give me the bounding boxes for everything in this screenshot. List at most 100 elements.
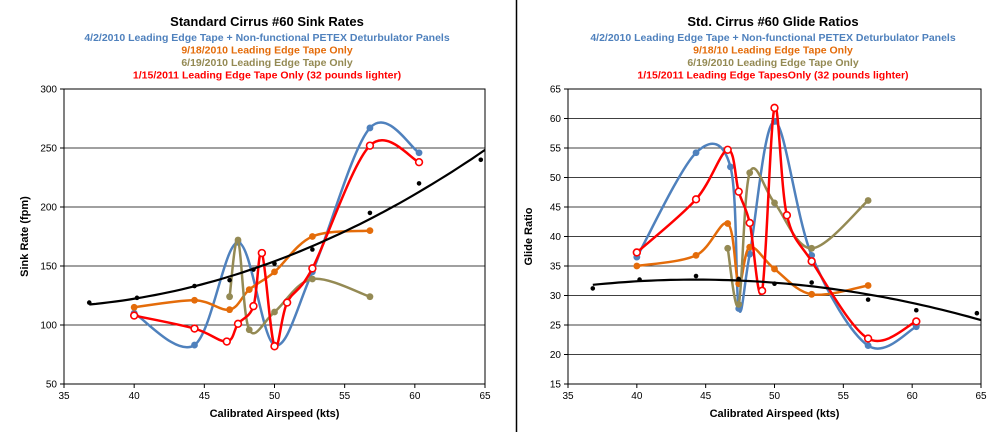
data-point <box>271 308 278 316</box>
data-point <box>735 300 743 308</box>
data-point <box>191 296 198 304</box>
data-point <box>222 337 231 346</box>
x-tick-label: 45 <box>700 391 712 402</box>
x-tick-label: 40 <box>631 391 643 402</box>
data-point <box>86 300 92 305</box>
data-point <box>746 243 754 251</box>
y-axis-label: Sink Rate (fpm) <box>19 196 31 277</box>
data-point <box>416 181 422 186</box>
x-tick-label: 35 <box>58 391 70 402</box>
data-point <box>366 227 374 235</box>
series-4 <box>86 148 486 306</box>
chart-glide-ratios: Std. Cirrus #60 Glide Ratios 4/2/2010 Lea… <box>523 14 987 420</box>
y-tick-label: 25 <box>550 321 562 332</box>
trendline <box>89 148 486 306</box>
data-point <box>633 262 641 270</box>
series-1 <box>130 227 374 314</box>
data-point <box>772 281 777 287</box>
trendline <box>592 278 982 322</box>
data-point <box>192 283 197 289</box>
y-tick-label: 250 <box>40 144 57 155</box>
chart-sink-rates: Standard Cirrus #60 Sink Rates 4/2/2010 L… <box>19 14 491 420</box>
data-point <box>724 220 732 227</box>
data-point <box>191 341 198 349</box>
data-point <box>912 317 921 326</box>
data-point <box>308 233 316 240</box>
data-point <box>478 157 484 163</box>
data-point <box>366 124 374 132</box>
data-point <box>746 169 754 177</box>
data-point <box>723 145 732 154</box>
data-point <box>134 295 140 301</box>
y-axis-label: Glide Ratio <box>523 207 535 265</box>
y-tick-label: 55 <box>550 144 562 155</box>
data-point <box>865 297 871 302</box>
y-tick-label: 35 <box>550 262 562 273</box>
data-point <box>809 280 814 285</box>
chart-subtitle: 9/18/2010 Leading Edge Tape Only <box>181 45 353 57</box>
data-point <box>308 264 317 273</box>
data-point <box>367 210 373 216</box>
chart-subtitle: 6/19/2010 Leading Edge Tape Only <box>181 57 353 69</box>
data-point <box>693 273 699 279</box>
x-axis-label: Calibrated Airspeed (kts) <box>210 408 340 420</box>
x-tick-label: 65 <box>479 391 491 402</box>
x-tick-label: 40 <box>129 391 141 402</box>
x-tick-label: 55 <box>838 391 850 402</box>
data-point <box>864 282 872 289</box>
x-tick-label: 50 <box>269 391 281 402</box>
data-point <box>632 248 642 257</box>
data-point <box>913 307 919 313</box>
data-point <box>734 187 743 196</box>
data-point <box>129 311 139 320</box>
chart-subtitle: 1/15/2011 Leading Edge TapesOnly (32 pou… <box>637 70 908 82</box>
series-4 <box>590 273 982 322</box>
series-2 <box>724 167 872 308</box>
data-point <box>227 277 232 283</box>
data-point <box>365 141 375 150</box>
data-point <box>974 310 980 316</box>
y-tick-label: 20 <box>550 350 562 361</box>
data-point <box>190 324 199 333</box>
data-point <box>746 250 754 258</box>
data-point <box>807 257 816 266</box>
data-point <box>864 197 872 204</box>
x-tick-label: 65 <box>975 391 987 402</box>
data-point <box>233 319 243 329</box>
x-axis-label: Calibrated Airspeed (kts) <box>710 408 840 420</box>
chart-subtitle: 1/15/2011 Leading Edge Tape Only (32 pou… <box>133 70 401 82</box>
data-point <box>414 157 424 167</box>
data-point <box>282 298 292 307</box>
chart-subtitle: 4/2/2010 Leading Edge Tape + Non-functio… <box>84 32 450 44</box>
x-tick-label: 60 <box>409 391 421 402</box>
data-point <box>727 163 734 171</box>
data-point <box>308 275 316 283</box>
chart-subtitle: 9/18/10 Leading Edge Tape Only <box>693 45 853 57</box>
x-tick-label: 55 <box>339 391 351 402</box>
data-point <box>226 306 233 314</box>
data-point <box>745 218 754 228</box>
y-tick-label: 15 <box>550 380 562 391</box>
data-point <box>251 267 256 272</box>
data-point <box>234 236 242 244</box>
data-point <box>757 286 767 295</box>
data-point <box>771 199 778 207</box>
y-tick-label: 200 <box>40 203 57 214</box>
chart-subtitle: 6/19/2010 Leading Edge Tape Only <box>687 57 859 69</box>
data-point <box>271 268 278 276</box>
data-point <box>249 301 258 311</box>
data-point <box>245 326 253 334</box>
data-point <box>692 149 700 157</box>
x-tick-label: 45 <box>199 391 211 402</box>
x-tick-label: 50 <box>769 391 781 402</box>
data-point <box>415 149 423 157</box>
y-tick-label: 65 <box>550 85 562 96</box>
series-2 <box>226 236 374 335</box>
data-point <box>270 342 279 351</box>
data-point <box>310 247 315 252</box>
x-tick-label: 35 <box>562 391 574 402</box>
data-point <box>724 244 732 252</box>
data-point <box>637 277 642 282</box>
data-point <box>863 334 873 343</box>
